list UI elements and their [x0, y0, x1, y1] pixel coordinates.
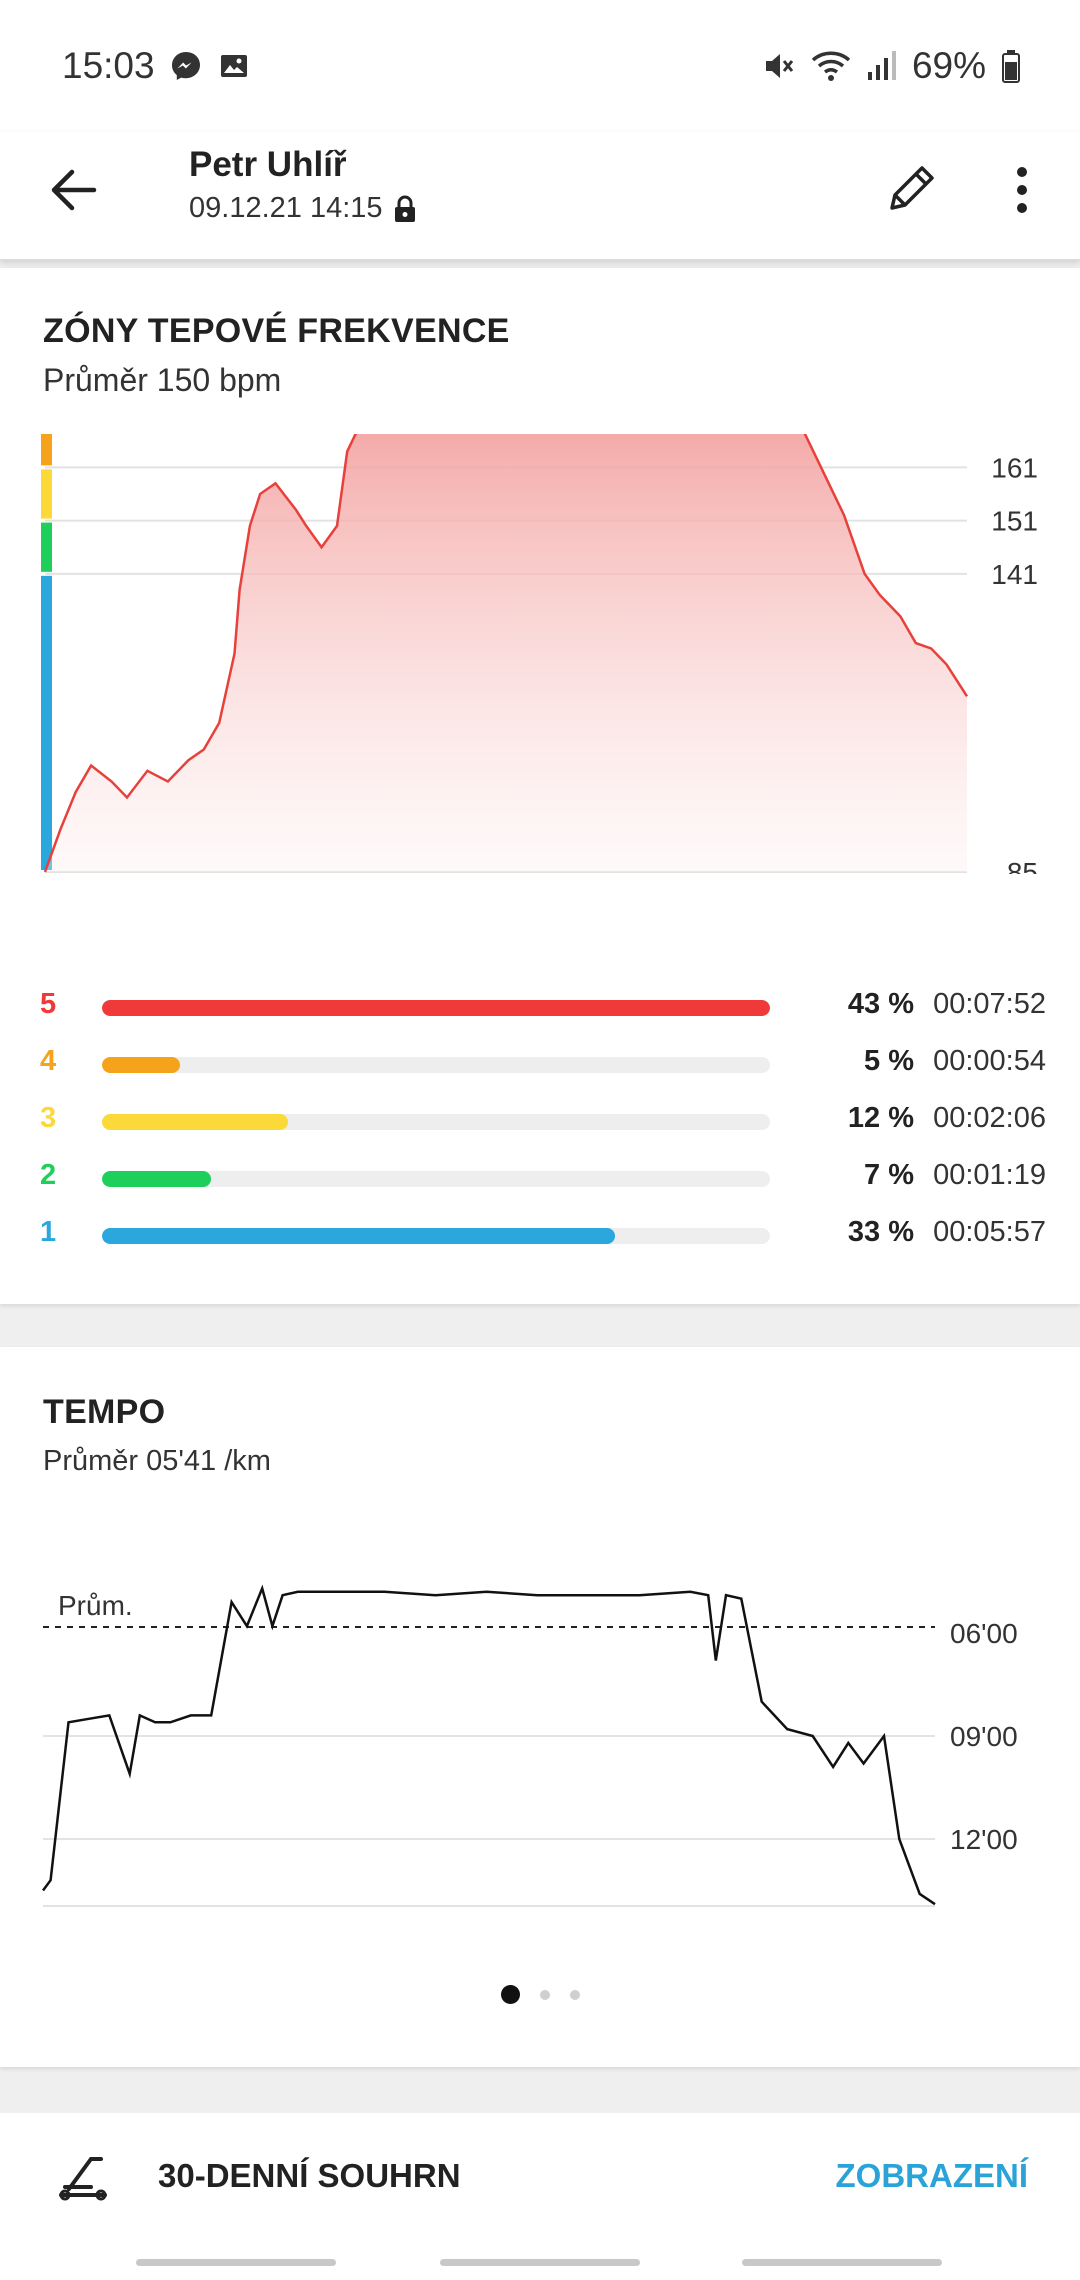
nav-back-button[interactable]: [742, 2259, 942, 2266]
zone-number: 5: [40, 988, 57, 1020]
zone-duration: 00:05:57: [933, 1216, 1046, 1248]
zone-row-5: 5 43 % 00:07:52: [40, 988, 1050, 1028]
zone-3-segment: [41, 469, 52, 519]
pager-dots[interactable]: [0, 1985, 1080, 2004]
pager-dot[interactable]: [569, 1989, 580, 2000]
zone-percent: 43 %: [847, 988, 914, 1020]
zone-bar-fill: [102, 1228, 615, 1244]
zone-2-segment: [41, 522, 52, 572]
zone-row-1: 1 33 % 00:05:57: [40, 1216, 1050, 1256]
zone-1-segment: [41, 575, 52, 870]
zone-duration: 00:02:06: [933, 1102, 1046, 1134]
status-time: 15:03: [62, 45, 155, 86]
heart-rate-chart: 19617116115114185 00:040:090:130:18 h: [41, 434, 1038, 874]
hr-y-tick-label: 151: [991, 506, 1038, 537]
back-arrow-icon[interactable]: [44, 160, 104, 220]
zone-percent: 12 %: [847, 1102, 914, 1134]
zone-percent: 5 %: [864, 1045, 914, 1077]
heart-rate-zones-card: ZÓNY TEPOVÉ FREKVENCE Průměr 150 bpm 196…: [0, 268, 1080, 1304]
zone-bar-fill: [102, 1114, 289, 1130]
zone-percent: 33 %: [847, 1216, 914, 1248]
pace-y-tick-label: 06'00: [950, 1618, 1018, 1649]
pace-series-line: [41, 1584, 936, 1906]
signal-icon: [867, 51, 896, 80]
zone-duration: 00:07:52: [933, 988, 1046, 1020]
lock-icon: [394, 195, 415, 222]
hr-series-line: [43, 434, 969, 873]
zone-row-2: 2 7 % 00:01:19: [40, 1159, 1050, 1199]
hr-y-tick-label: 141: [991, 559, 1038, 590]
more-vertical-icon[interactable]: [1002, 160, 1042, 220]
battery-icon: [1002, 50, 1020, 83]
zone-bar-fill: [102, 1000, 770, 1016]
treadmill-icon: [59, 2157, 107, 2201]
pace-card-title: TEMPO: [43, 1393, 166, 1431]
pencil-icon[interactable]: [880, 156, 944, 220]
zone-bar-track: [102, 1114, 770, 1130]
workout-date: 09.12.21 14:15: [189, 192, 383, 224]
zone-bar-track: [102, 1057, 770, 1073]
zone-bar-track: [102, 1000, 770, 1016]
app-bar: Petr Uhlíř 09.12.21 14:15: [0, 132, 1080, 260]
zone-number: 4: [40, 1045, 57, 1077]
pace-average-label: Prům.: [58, 1590, 133, 1621]
pager-dot[interactable]: [539, 1989, 550, 2000]
workout-owner-name: Petr Uhlíř: [189, 145, 347, 184]
system-nav-bar: [0, 2243, 1080, 2280]
zone-duration: 00:01:19: [933, 1159, 1046, 1191]
hr-card-title: ZÓNY TEPOVÉ FREKVENCE: [43, 312, 510, 350]
workout-datetime: 09.12.21 14:15: [189, 192, 417, 225]
messenger-icon: [171, 52, 200, 80]
zone-number: 1: [40, 1216, 57, 1248]
pace-y-tick-label: 12'00: [950, 1824, 1018, 1855]
zone-bar-fill: [102, 1171, 211, 1187]
summary-footer[interactable]: 30-DENNÍ SOUHRN ZOBRAZENÍ: [0, 2113, 1080, 2243]
zone-bar-track: [102, 1228, 770, 1244]
nav-recents-button[interactable]: [136, 2259, 336, 2266]
zone-row-3: 3 12 % 00:02:06: [40, 1102, 1050, 1142]
zone-number: 3: [40, 1102, 57, 1134]
pace-y-tick-label: 09'00: [950, 1721, 1018, 1752]
status-bar: 15:03 69%: [0, 0, 1080, 132]
zone-bar-track: [102, 1171, 770, 1187]
view-summary-link[interactable]: ZOBRAZENÍ: [835, 2157, 1029, 2194]
zone-duration: 00:00:54: [933, 1045, 1046, 1077]
pace-card: TEMPO Průměr 05'41 /km Prům. 06'00 09'00 1…: [0, 1347, 1080, 2067]
zone-number: 2: [40, 1159, 57, 1191]
mute-icon: [765, 54, 794, 78]
wifi-icon: [811, 51, 851, 81]
hr-average: Průměr 150 bpm: [43, 362, 282, 398]
hr-y-tick-label: 85: [1007, 857, 1038, 874]
hr-area-fill: [45, 434, 967, 872]
zone-row-4: 4 5 % 00:00:54: [40, 1045, 1050, 1085]
nav-home-button[interactable]: [440, 2259, 640, 2266]
zone-bar-fill: [102, 1057, 180, 1073]
pace-average: Průměr 05'41 /km: [43, 1445, 271, 1477]
battery-percent: 69%: [911, 45, 986, 86]
gallery-icon: [220, 55, 247, 77]
summary-title: 30-DENNÍ SOUHRN: [158, 2157, 461, 2194]
hr-y-tick-label: 161: [991, 452, 1038, 483]
zone-percent: 7 %: [864, 1159, 914, 1191]
pager-dot[interactable]: [500, 1985, 520, 2004]
zone-4-segment: [41, 434, 52, 466]
